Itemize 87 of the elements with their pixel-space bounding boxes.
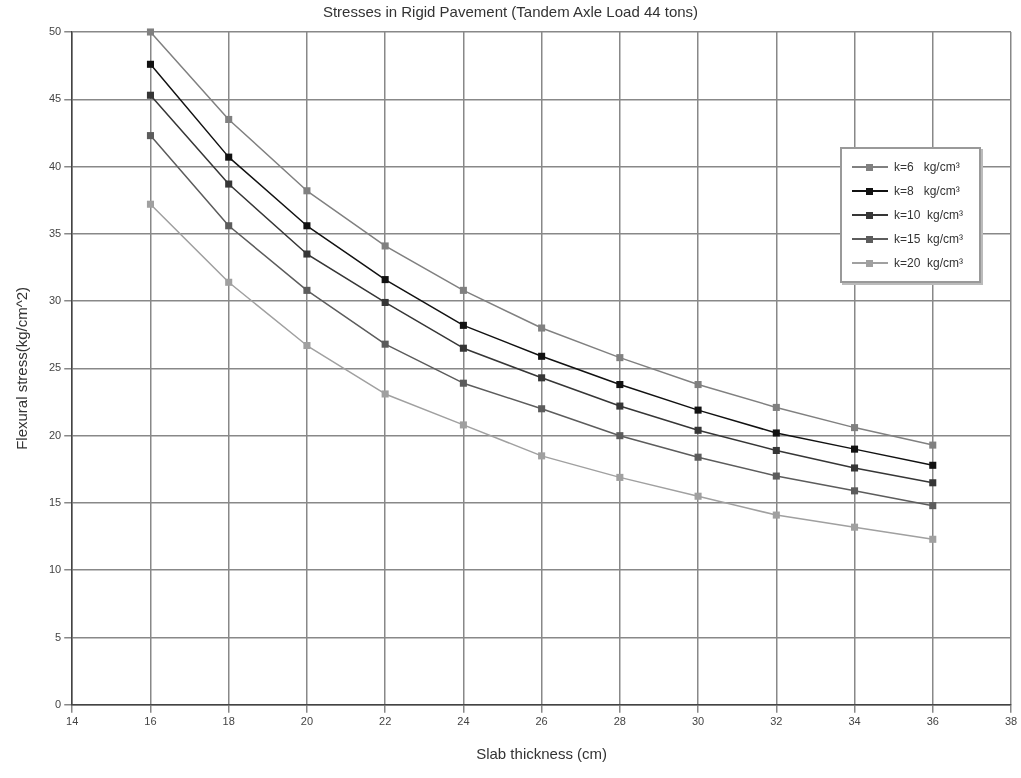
point (616, 473, 624, 481)
point (694, 381, 702, 389)
point (616, 432, 624, 440)
point (694, 426, 702, 434)
x-tick-label: 20 (300, 715, 314, 728)
point (694, 406, 702, 414)
point (459, 421, 467, 429)
point (616, 402, 624, 410)
x-tick-label: 38 (1004, 715, 1018, 728)
y-tick-label: 50 (48, 25, 62, 38)
point (303, 222, 311, 230)
point (225, 278, 233, 286)
point (851, 445, 859, 453)
point (616, 354, 624, 362)
point (929, 441, 937, 449)
point (459, 321, 467, 329)
legend-label: k=10 kg/cm³ (894, 208, 964, 222)
legend-label: k=20 kg/cm³ (894, 256, 964, 270)
point (538, 405, 546, 413)
point (929, 502, 937, 510)
y-tick-label: 25 (48, 361, 62, 374)
point (146, 132, 154, 140)
x-tick-label: 32 (770, 715, 783, 728)
y-tick-label: 40 (48, 159, 62, 172)
chart-title: Stresses in Rigid Pavement (Tandem Axle Load 44 tons) (322, 3, 699, 21)
point (303, 286, 311, 294)
point (929, 461, 937, 469)
y-tick-label: 0 (55, 697, 62, 710)
point (146, 91, 154, 99)
point (459, 344, 467, 352)
point (772, 446, 780, 455)
point (459, 286, 467, 294)
point (381, 390, 389, 398)
y-axis-title: Flexural stress(kg/cm^2) (13, 286, 31, 450)
x-tick-label: 36 (926, 715, 939, 728)
point (459, 379, 467, 387)
point (538, 374, 546, 382)
point (381, 242, 389, 250)
legend-label: k=6 kg/cm³ (894, 160, 960, 174)
legend-label: k=8 kg/cm³ (894, 184, 960, 198)
point (538, 324, 546, 332)
point (694, 492, 702, 500)
x-tick-label: 16 (144, 715, 157, 728)
point (694, 453, 702, 461)
point (225, 153, 233, 161)
point (929, 479, 937, 487)
point (538, 352, 546, 360)
x-axis-title: Slab thickness (cm) (476, 745, 608, 763)
x-tick-label: 14 (66, 715, 79, 728)
point (538, 452, 546, 460)
point (225, 180, 233, 188)
point (303, 250, 311, 258)
point (146, 200, 154, 208)
y-tick-label: 5 (55, 630, 62, 643)
point (146, 60, 154, 68)
point (303, 341, 311, 350)
point (851, 523, 859, 531)
legend-label: k=15 kg/cm³ (894, 232, 964, 246)
x-tick-label: 28 (613, 715, 626, 728)
point (851, 424, 859, 432)
y-tick-label: 20 (48, 428, 62, 441)
point (772, 403, 780, 411)
point (851, 487, 859, 495)
x-tick-label: 30 (691, 715, 705, 728)
point (851, 464, 859, 472)
y-tick-label: 15 (48, 495, 62, 508)
x-tick-label: 26 (535, 715, 548, 728)
x-tick-label: 18 (222, 715, 235, 728)
point (381, 340, 389, 348)
point (381, 276, 389, 284)
x-tick-label: 34 (848, 715, 861, 728)
point (772, 511, 780, 519)
point (772, 472, 780, 480)
point (303, 187, 311, 195)
x-tick-label: 22 (379, 715, 392, 728)
point (381, 298, 389, 306)
point (146, 28, 154, 36)
x-tick-label: 24 (457, 715, 470, 728)
y-tick-label: 45 (48, 92, 62, 105)
point (225, 222, 233, 230)
y-tick-label: 30 (48, 294, 62, 307)
point (616, 381, 624, 389)
point (225, 115, 233, 123)
y-tick-label: 35 (48, 226, 62, 239)
point (772, 429, 780, 437)
y-tick-label: 10 (48, 563, 62, 576)
point (929, 535, 937, 543)
